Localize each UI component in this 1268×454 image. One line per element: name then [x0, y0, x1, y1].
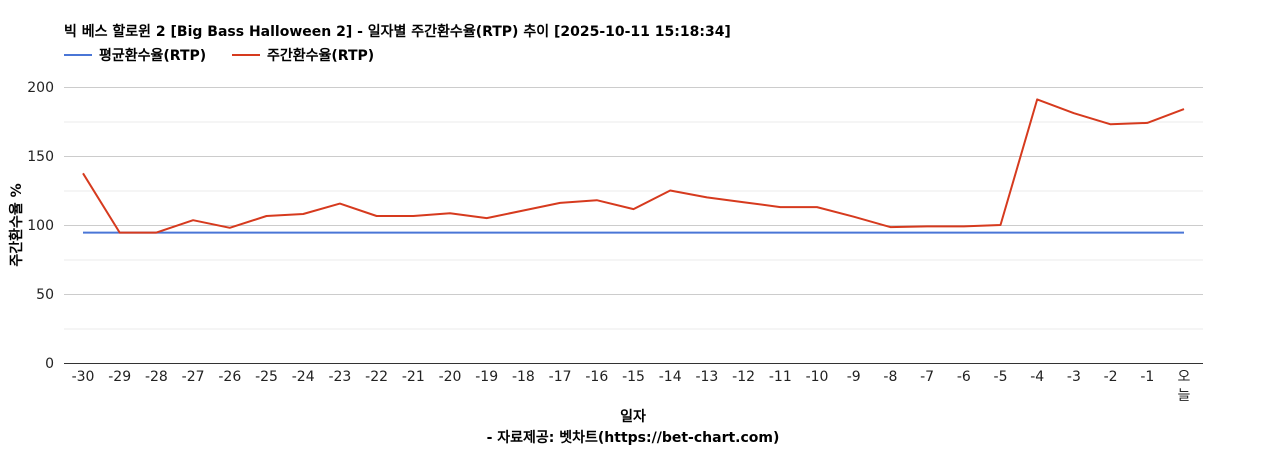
legend-item-average-rtp[interactable]: 평균환수율(RTP) — [64, 47, 206, 64]
x-tick-label: -4 — [1030, 369, 1044, 385]
x-tick-label: -14 — [659, 369, 682, 385]
x-tick-label: -19 — [475, 369, 498, 385]
legend-item-weekly-rtp[interactable]: 주간환수율(RTP) — [232, 47, 374, 64]
x-tick-label: -15 — [622, 369, 645, 385]
x-tick-label: -1 — [1140, 369, 1154, 385]
x-tick-label: -21 — [402, 369, 425, 385]
x-tick-label: -16 — [585, 369, 608, 385]
legend-label: 평균환수율(RTP) — [99, 47, 206, 64]
x-tick-label: -27 — [182, 369, 205, 385]
y-tick-label: 100 — [27, 218, 54, 234]
x-tick-label: -17 — [549, 369, 572, 385]
y-tick-label: 150 — [27, 149, 54, 165]
x-tick-label: 늘 — [1178, 388, 1191, 404]
y-tick-label: 200 — [27, 80, 54, 96]
x-tick-label: -24 — [292, 369, 315, 385]
y-tick-label: 0 — [45, 356, 54, 372]
x-tick-label: -8 — [883, 369, 897, 385]
gridlines — [64, 87, 1203, 330]
x-tick-label: -30 — [72, 369, 95, 385]
x-tick-label: -11 — [769, 369, 792, 385]
x-tick-label: -23 — [328, 369, 351, 385]
x-tick-label: -12 — [732, 369, 755, 385]
legend[interactable]: 평균환수율(RTP) 주간환수율(RTP) — [64, 47, 374, 64]
x-axis-ticks: -30 -29 -28 -27 -26 -25 -24 -23 -22 -21 -20 -19 -18-… — [72, 369, 1191, 404]
x-tick-label: 오 — [1178, 369, 1191, 385]
y-axis-label: 주간환수율 % — [8, 183, 25, 266]
x-tick-label: -3 — [1067, 369, 1081, 385]
x-tick-label: -28 — [145, 369, 168, 385]
x-tick-label: -6 — [957, 369, 971, 385]
y-axis-ticks: 0 50 100 150 200 — [27, 80, 54, 372]
series-lines — [82, 98, 1185, 234]
x-tick-label: -5 — [994, 369, 1008, 385]
x-tick-label: -10 — [806, 369, 829, 385]
x-tick-label: -20 — [439, 369, 462, 385]
series-line-weekly-rtp — [82, 98, 1185, 234]
x-tick-label: -22 — [365, 369, 388, 385]
x-tick-label: -18 — [512, 369, 535, 385]
x-axis-label: 일자 — [620, 409, 646, 425]
x-tick-label: -29 — [108, 369, 131, 385]
x-tick-label: -26 — [218, 369, 241, 385]
chart-title: 빅 베스 할로윈 2 [Big Bass Halloween 2] - 일자별 … — [64, 23, 731, 40]
y-tick-label: 50 — [36, 287, 54, 303]
x-tick-label: -9 — [847, 369, 861, 385]
legend-label: 주간환수율(RTP) — [267, 47, 374, 64]
x-tick-label: -2 — [1104, 369, 1118, 385]
source-caption: - 자료제공: 벳차트(https://bet-chart.com) — [487, 429, 780, 446]
x-tick-label: -25 — [255, 369, 278, 385]
x-tick-label: -13 — [695, 369, 718, 385]
x-tick-label: -7 — [920, 369, 934, 385]
